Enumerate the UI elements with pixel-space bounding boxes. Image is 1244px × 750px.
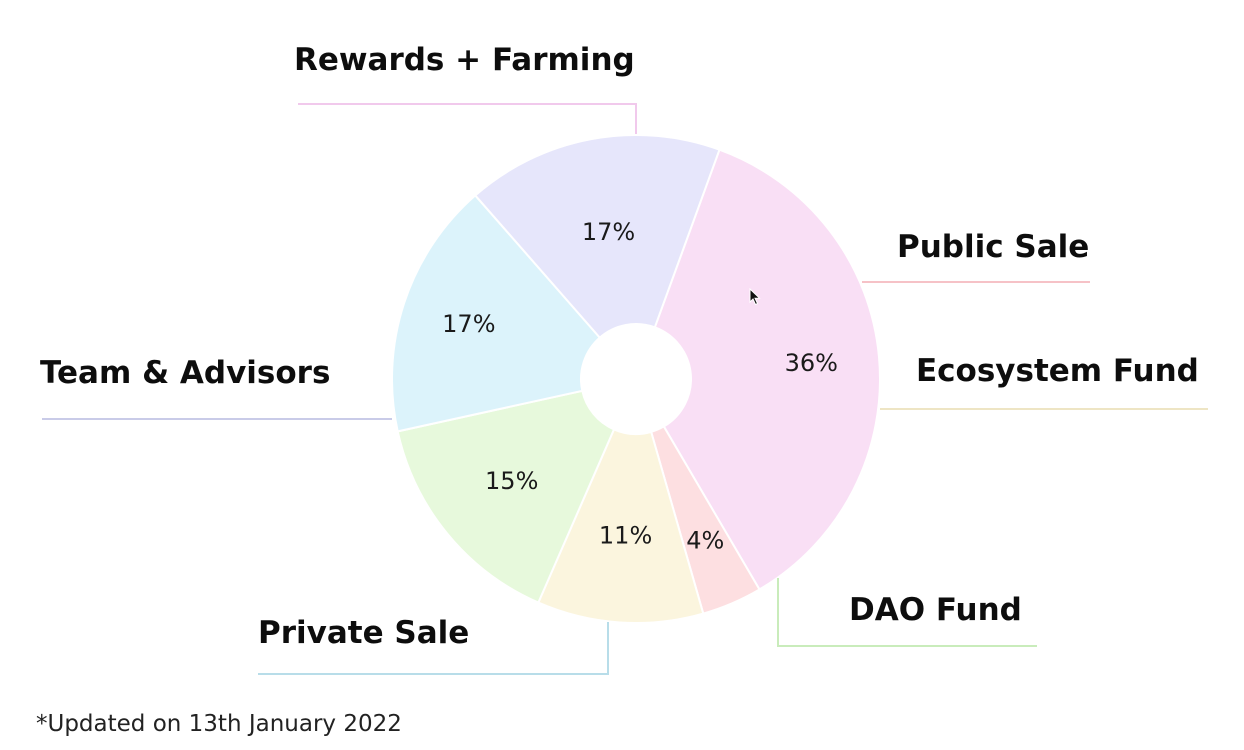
footnote: *Updated on 13th January 2022 (36, 711, 402, 737)
value-label-team-advisors: 17% (582, 218, 635, 246)
slice-team-advisors (473, 134, 721, 340)
category-label-public-sale: Public Sale (897, 229, 1089, 265)
value-label-private-sale: 17% (442, 310, 495, 338)
value-label-public-sale: 4% (686, 527, 724, 555)
category-label-ecosystem-fund: Ecosystem Fund (916, 353, 1199, 389)
category-label-team-advisors: Team & Advisors (40, 355, 330, 391)
value-label-rewards-farming: 36% (785, 349, 838, 377)
category-label-rewards-farming: Rewards + Farming (294, 42, 635, 78)
leader-line-dao-fund (777, 578, 1037, 647)
category-label-dao-fund: DAO Fund (849, 592, 1022, 628)
slice-rewards-farming (653, 148, 881, 591)
slice-ecosystem-fund (536, 428, 705, 624)
value-label-dao-fund: 15% (485, 467, 538, 495)
slice-dao-fund (396, 389, 616, 604)
leader-line-rewards-farming (298, 103, 637, 134)
value-label-ecosystem-fund: 11% (599, 522, 652, 550)
category-label-private-sale: Private Sale (258, 615, 469, 651)
leader-line-private-sale (258, 622, 609, 675)
mouse-cursor-icon (749, 288, 761, 306)
slice-private-sale (391, 193, 602, 433)
